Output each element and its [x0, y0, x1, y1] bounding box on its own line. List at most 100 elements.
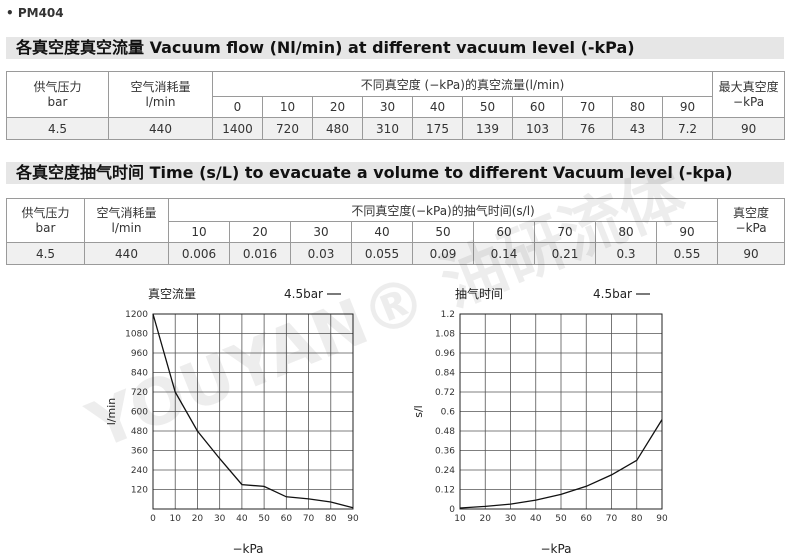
x-tick-label: 90 [347, 514, 359, 524]
level-header: 40 [351, 221, 413, 243]
x-tick-label: 0 [150, 514, 156, 524]
y-tick-label: 840 [131, 369, 148, 379]
time-value: 0.09 [412, 242, 474, 265]
y-tick-label: 1.08 [435, 330, 455, 340]
level-header: 10 [262, 96, 313, 118]
y-tick-label: 600 [131, 408, 148, 418]
level-header: 0 [212, 96, 263, 118]
flow-value: 103 [512, 117, 563, 140]
y-tick-label: 240 [131, 466, 148, 476]
time-value: 0.21 [534, 242, 596, 265]
flow-value: 720 [262, 117, 313, 140]
header-vacuum: 真空度 −kPa [717, 198, 786, 243]
series-line [152, 313, 354, 509]
vacuum-flow-table: 供气压力 bar 空气消耗量 l/min 不同真空度 (−kPa)的真空流量(l… [6, 71, 786, 140]
flow-value: 310 [362, 117, 413, 140]
level-header: 50 [412, 221, 474, 243]
level-header: 70 [562, 96, 613, 118]
vacuum-value: 90 [717, 242, 786, 265]
x-tick-label: 60 [581, 514, 593, 524]
level-header: 70 [534, 221, 596, 243]
series-label: 4.5bar [284, 288, 323, 301]
table-row: 4.5 440 0.006 0.016 0.03 0.055 0.09 0.14… [6, 242, 786, 265]
y-tick-label: 1080 [125, 330, 148, 340]
max-vacuum-value: 90 [712, 117, 786, 140]
x-tick-label: 40 [530, 514, 542, 524]
x-tick-label: 40 [236, 514, 248, 524]
y-tick-label: 960 [131, 349, 148, 359]
x-tick-label: 20 [480, 514, 492, 524]
x-tick-label: 50 [258, 514, 270, 524]
flow-value: 480 [312, 117, 363, 140]
header-air-consumption: 空气消耗量 l/min [84, 198, 169, 243]
level-header: 60 [512, 96, 563, 118]
y-tick-label: 1.2 [441, 310, 455, 320]
y-tick-label: 0.12 [435, 486, 455, 496]
x-axis-label: −kPa [540, 542, 571, 556]
time-value: 0.14 [473, 242, 535, 265]
flow-value: 175 [412, 117, 463, 140]
level-header: 30 [290, 221, 352, 243]
level-header: 10 [168, 221, 230, 243]
level-header: 60 [473, 221, 535, 243]
y-tick-label: 0.36 [435, 447, 455, 457]
supply-pressure-value: 4.5 [6, 242, 85, 265]
charts-area: 0 10 20 30 40 50 60 70 80 90120240360480600720840… [105, 288, 668, 556]
time-value: 0.016 [229, 242, 291, 265]
y-tick-label: 0.96 [435, 349, 455, 359]
x-tick-label: 20 [192, 514, 204, 524]
y-tick-label: 720 [131, 388, 148, 398]
evacuation-time-table: 供气压力 bar 空气消耗量 l/min 不同真空度(−kPa)的抽气时间(s/… [6, 198, 786, 265]
level-header: 90 [655, 221, 719, 243]
chart-title: 真空流量 [148, 288, 196, 301]
y-tick-label: 0.84 [435, 369, 455, 379]
x-tick-label: 60 [281, 514, 293, 524]
level-header: 90 [661, 96, 714, 118]
y-tick-label: 1200 [125, 310, 148, 320]
time-value: 0.006 [168, 242, 230, 265]
model-code: • PM404 [6, 6, 64, 20]
table-row: 4.5 440 1400 720 480 310 175 139 103 76 … [6, 117, 786, 140]
y-tick-label: 0.24 [435, 466, 455, 476]
x-tick-label: 80 [631, 514, 643, 524]
x-axis-label: −kPa [232, 542, 263, 556]
air-consumption-value: 440 [108, 117, 213, 140]
chart-title: 抽气时间 [455, 288, 503, 301]
x-tick-label: 10 [454, 514, 466, 524]
header-time-group: 不同真空度(−kPa)的抽气时间(s/l) [167, 198, 719, 222]
y-axis-label: s/l [412, 405, 425, 418]
level-header: 20 [229, 221, 291, 243]
flow-value: 139 [462, 117, 513, 140]
y-tick-label: 360 [131, 447, 148, 457]
y-tick-label: 0.6 [441, 408, 456, 418]
x-tick-label: 70 [303, 514, 315, 524]
level-header: 80 [595, 221, 657, 243]
supply-pressure-value: 4.5 [6, 117, 109, 140]
time-value: 0.55 [655, 242, 719, 265]
header-supply-pressure: 供气压力 bar [6, 198, 85, 243]
header-air-consumption: 空气消耗量 l/min [108, 71, 213, 118]
time-section-title: 各真空度抽气时间 Time (s/L) to evacuate a volume… [6, 162, 784, 184]
level-header: 80 [612, 96, 663, 118]
level-header: 40 [412, 96, 463, 118]
header-supply-pressure: 供气压力 bar [6, 71, 109, 118]
flow-value: 76 [562, 117, 613, 140]
flow-value: 7.2 [661, 117, 714, 140]
plot-frame [152, 313, 354, 510]
x-tick-label: 90 [656, 514, 668, 524]
series-line [459, 419, 663, 509]
flow-section-title: 各真空度真空流量 Vacuum flow (Nl/min) at differe… [6, 37, 784, 59]
y-axis-label: l/min [105, 398, 118, 426]
time-value: 0.055 [351, 242, 413, 265]
x-tick-label: 10 [169, 514, 181, 524]
series-label: 4.5bar [593, 288, 632, 301]
plot-frame [459, 313, 663, 510]
x-tick-label: 30 [214, 514, 226, 524]
y-tick-label: 0.48 [435, 427, 455, 437]
y-tick-label: 480 [131, 427, 148, 437]
y-tick-label: 0 [449, 505, 455, 515]
x-tick-label: 80 [325, 514, 337, 524]
flow-value: 1400 [212, 117, 263, 140]
y-tick-label: 120 [131, 486, 148, 496]
x-tick-label: 70 [606, 514, 618, 524]
